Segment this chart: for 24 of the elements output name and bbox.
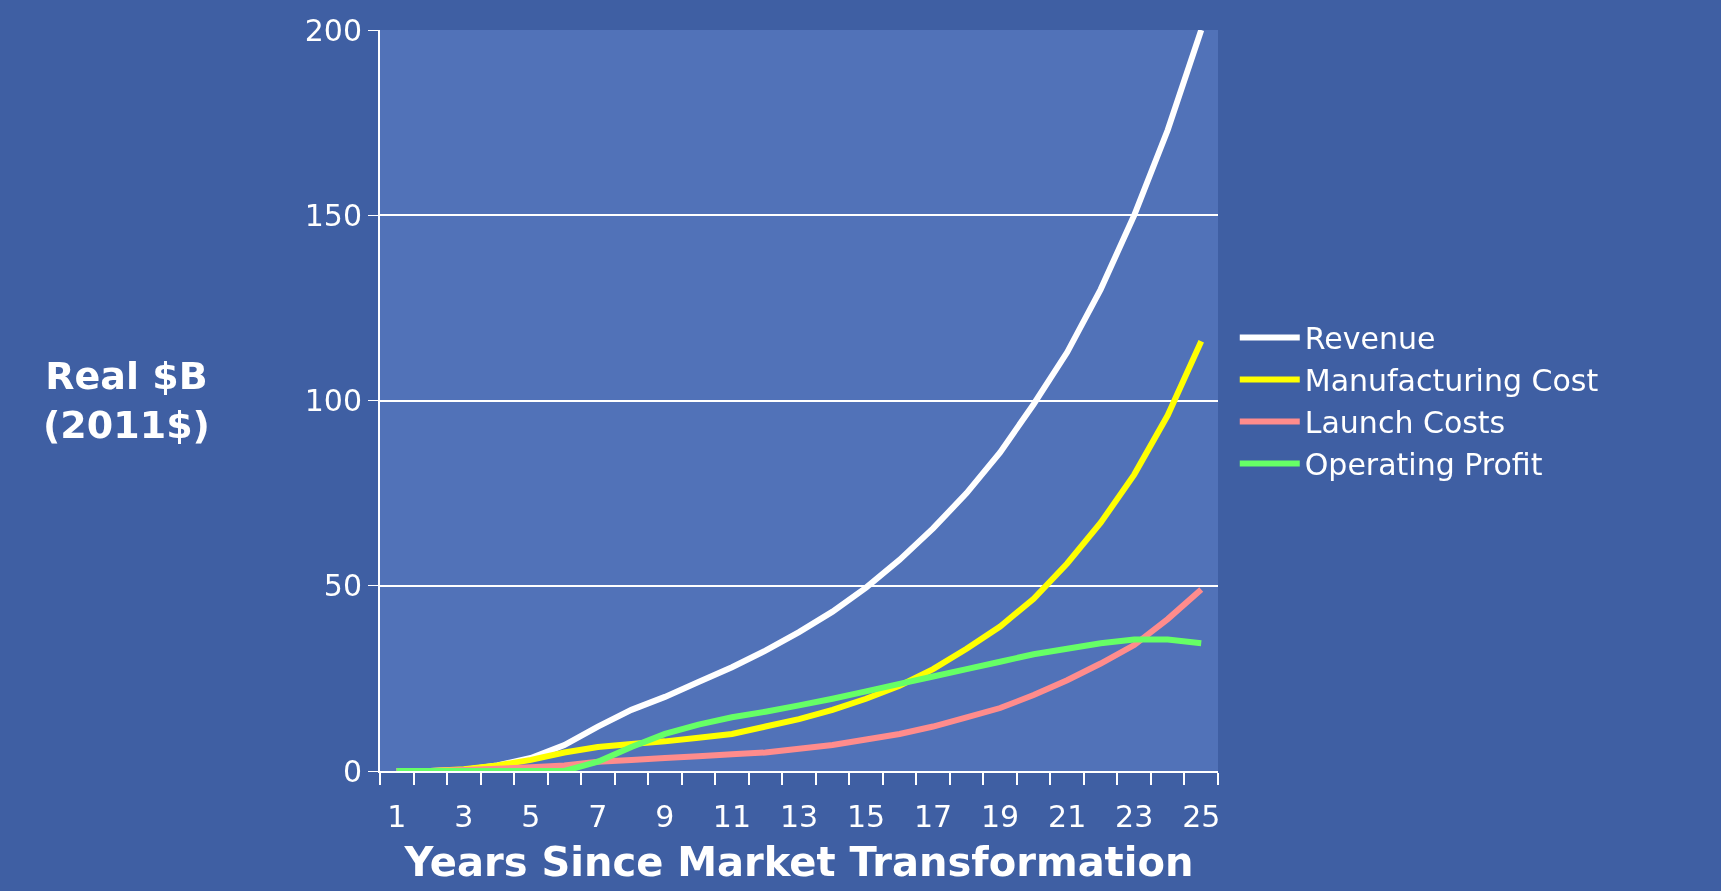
x-tick-label: 1 xyxy=(387,799,407,834)
x-tick-label: 7 xyxy=(588,799,608,834)
y-tick-label: 100 xyxy=(304,383,362,418)
x-tick-label: 9 xyxy=(655,799,675,834)
x-tick-label: 5 xyxy=(521,799,541,834)
y-tick-label: 150 xyxy=(304,197,362,233)
legend-label: Operating Profit xyxy=(1304,447,1543,483)
x-tick-label: 3 xyxy=(454,799,474,834)
x-tick-label: 17 xyxy=(913,799,953,834)
y-tick-label: 0 xyxy=(342,753,362,789)
x-tick-label: 15 xyxy=(846,799,886,834)
x-tick-label: 25 xyxy=(1182,799,1221,834)
y-tick-label: 50 xyxy=(323,568,362,604)
legend-label: Revenue xyxy=(1304,321,1436,357)
y-axis-title: Real $B (2011$) xyxy=(43,354,210,448)
x-tick-label: 19 xyxy=(981,799,1020,834)
legend-label: Manufacturing Cost xyxy=(1304,363,1599,399)
x-tick-label: 11 xyxy=(712,799,752,834)
y-tick-label: 200 xyxy=(304,12,362,48)
x-tick-label: 13 xyxy=(779,799,819,834)
x-axis-title: Years Since Market Transformation xyxy=(403,839,1194,885)
x-tick-label: 23 xyxy=(1115,799,1154,834)
x-tick-label: 21 xyxy=(1048,799,1087,834)
legend-label: Launch Costs xyxy=(1304,405,1506,441)
